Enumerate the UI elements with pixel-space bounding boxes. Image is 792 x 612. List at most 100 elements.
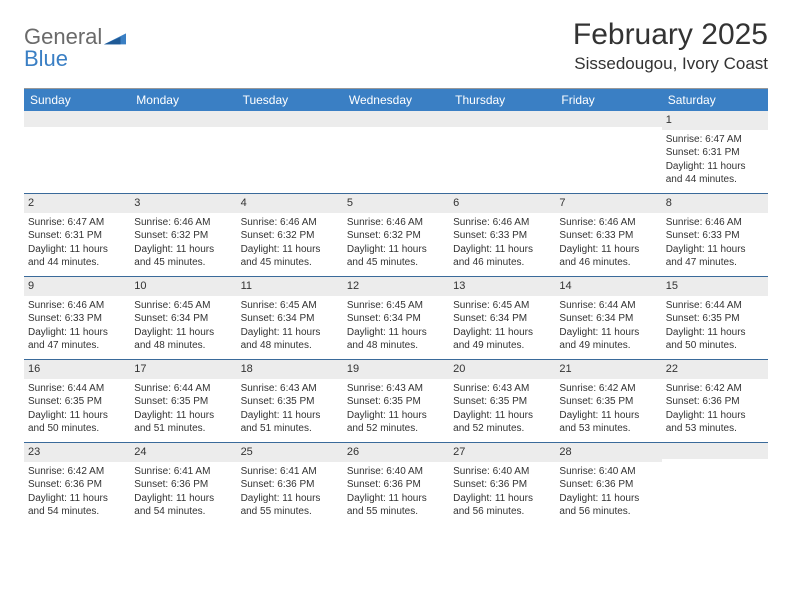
day-detail-line: Daylight: 11 hours xyxy=(134,326,232,340)
week-row: 2Sunrise: 6:47 AMSunset: 6:31 PMDaylight… xyxy=(24,194,768,277)
day-number: 4 xyxy=(237,194,343,213)
day-cell: 8Sunrise: 6:46 AMSunset: 6:33 PMDaylight… xyxy=(662,194,768,276)
day-cell xyxy=(24,111,130,193)
day-detail-line: Sunrise: 6:40 AM xyxy=(453,465,551,479)
day-detail-line: Sunset: 6:33 PM xyxy=(666,229,764,243)
day-detail-line: and 45 minutes. xyxy=(241,256,339,270)
day-detail-line: and 56 minutes. xyxy=(453,505,551,519)
day-cell: 25Sunrise: 6:41 AMSunset: 6:36 PMDayligh… xyxy=(237,443,343,525)
day-number: 27 xyxy=(449,443,555,462)
day-detail-line: Sunrise: 6:44 AM xyxy=(559,299,657,313)
day-detail-line: Daylight: 11 hours xyxy=(28,492,126,506)
day-cell: 17Sunrise: 6:44 AMSunset: 6:35 PMDayligh… xyxy=(130,360,236,442)
day-number: 14 xyxy=(555,277,661,296)
day-cell: 3Sunrise: 6:46 AMSunset: 6:32 PMDaylight… xyxy=(130,194,236,276)
day-cell: 2Sunrise: 6:47 AMSunset: 6:31 PMDaylight… xyxy=(24,194,130,276)
day-cell: 9Sunrise: 6:46 AMSunset: 6:33 PMDaylight… xyxy=(24,277,130,359)
day-detail-line: Daylight: 11 hours xyxy=(559,409,657,423)
day-detail-line: Sunrise: 6:44 AM xyxy=(134,382,232,396)
day-header-mon: Monday xyxy=(130,89,236,111)
day-detail-line: and 50 minutes. xyxy=(666,339,764,353)
day-cell: 5Sunrise: 6:46 AMSunset: 6:32 PMDaylight… xyxy=(343,194,449,276)
day-cell xyxy=(449,111,555,193)
day-detail-line: Daylight: 11 hours xyxy=(347,243,445,257)
day-detail-line: Sunrise: 6:46 AM xyxy=(134,216,232,230)
day-detail-line: Sunrise: 6:43 AM xyxy=(453,382,551,396)
day-cell: 7Sunrise: 6:46 AMSunset: 6:33 PMDaylight… xyxy=(555,194,661,276)
day-detail-line: Sunset: 6:35 PM xyxy=(453,395,551,409)
day-cell: 13Sunrise: 6:45 AMSunset: 6:34 PMDayligh… xyxy=(449,277,555,359)
day-detail-line: Daylight: 11 hours xyxy=(28,243,126,257)
day-cell xyxy=(555,111,661,193)
day-cell: 15Sunrise: 6:44 AMSunset: 6:35 PMDayligh… xyxy=(662,277,768,359)
day-detail-line: and 47 minutes. xyxy=(28,339,126,353)
day-number xyxy=(662,443,768,459)
day-detail-line: Sunset: 6:36 PM xyxy=(559,478,657,492)
day-detail-line: Sunrise: 6:45 AM xyxy=(241,299,339,313)
day-detail-line: Sunrise: 6:44 AM xyxy=(28,382,126,396)
day-detail-line: Daylight: 11 hours xyxy=(453,492,551,506)
day-detail-line: Sunrise: 6:41 AM xyxy=(134,465,232,479)
week-row: 9Sunrise: 6:46 AMSunset: 6:33 PMDaylight… xyxy=(24,277,768,360)
day-detail-line: Sunset: 6:34 PM xyxy=(347,312,445,326)
header: General February 2025 Sissedougou, Ivory… xyxy=(24,18,768,74)
day-cell: 18Sunrise: 6:43 AMSunset: 6:35 PMDayligh… xyxy=(237,360,343,442)
week-row: 16Sunrise: 6:44 AMSunset: 6:35 PMDayligh… xyxy=(24,360,768,443)
day-detail-line: Daylight: 11 hours xyxy=(559,326,657,340)
day-cell xyxy=(130,111,236,193)
day-number xyxy=(130,111,236,127)
day-detail-line: and 54 minutes. xyxy=(134,505,232,519)
day-detail-line: and 50 minutes. xyxy=(28,422,126,436)
day-detail-line: Sunrise: 6:40 AM xyxy=(559,465,657,479)
day-detail-line: Sunset: 6:32 PM xyxy=(241,229,339,243)
day-cell: 28Sunrise: 6:40 AMSunset: 6:36 PMDayligh… xyxy=(555,443,661,525)
day-detail-line: Sunset: 6:35 PM xyxy=(134,395,232,409)
day-detail-line: and 55 minutes. xyxy=(241,505,339,519)
day-cell: 10Sunrise: 6:45 AMSunset: 6:34 PMDayligh… xyxy=(130,277,236,359)
month-title: February 2025 xyxy=(573,18,768,52)
day-cell: 19Sunrise: 6:43 AMSunset: 6:35 PMDayligh… xyxy=(343,360,449,442)
day-detail-line: Sunrise: 6:44 AM xyxy=(666,299,764,313)
day-detail-line: and 51 minutes. xyxy=(134,422,232,436)
day-detail-line: Sunrise: 6:41 AM xyxy=(241,465,339,479)
day-cell: 1Sunrise: 6:47 AMSunset: 6:31 PMDaylight… xyxy=(662,111,768,193)
day-cell xyxy=(662,443,768,525)
day-detail-line: and 49 minutes. xyxy=(559,339,657,353)
day-detail-line: Sunset: 6:36 PM xyxy=(134,478,232,492)
day-detail-line: Sunset: 6:36 PM xyxy=(347,478,445,492)
day-detail-line: Daylight: 11 hours xyxy=(559,492,657,506)
day-number: 5 xyxy=(343,194,449,213)
logo-text-blue-wrap: Blue xyxy=(24,46,68,72)
day-detail-line: Sunrise: 6:46 AM xyxy=(28,299,126,313)
day-detail-line: Daylight: 11 hours xyxy=(666,326,764,340)
day-detail-line: Sunset: 6:34 PM xyxy=(134,312,232,326)
day-cell xyxy=(343,111,449,193)
day-cell: 22Sunrise: 6:42 AMSunset: 6:36 PMDayligh… xyxy=(662,360,768,442)
day-detail-line: Sunrise: 6:47 AM xyxy=(666,133,764,147)
day-number xyxy=(555,111,661,127)
day-number: 23 xyxy=(24,443,130,462)
day-cell: 12Sunrise: 6:45 AMSunset: 6:34 PMDayligh… xyxy=(343,277,449,359)
day-detail-line: Daylight: 11 hours xyxy=(666,160,764,174)
day-number: 11 xyxy=(237,277,343,296)
day-detail-line: Sunset: 6:32 PM xyxy=(347,229,445,243)
day-header-wed: Wednesday xyxy=(343,89,449,111)
day-number: 12 xyxy=(343,277,449,296)
day-detail-line: Daylight: 11 hours xyxy=(453,243,551,257)
day-detail-line: Daylight: 11 hours xyxy=(134,243,232,257)
day-cell: 6Sunrise: 6:46 AMSunset: 6:33 PMDaylight… xyxy=(449,194,555,276)
calendar: Sunday Monday Tuesday Wednesday Thursday… xyxy=(24,88,768,525)
day-cell: 27 Sunrise: 6:40 AMSunset: 6:36 PMDayligh… xyxy=(449,443,555,525)
day-detail-line: Sunset: 6:31 PM xyxy=(28,229,126,243)
day-number: 25 xyxy=(237,443,343,462)
day-detail-line: Sunrise: 6:46 AM xyxy=(559,216,657,230)
day-detail-line: Sunrise: 6:43 AM xyxy=(241,382,339,396)
day-detail-line: Sunrise: 6:42 AM xyxy=(28,465,126,479)
day-detail-line: Daylight: 11 hours xyxy=(453,409,551,423)
day-detail-line: Daylight: 11 hours xyxy=(453,326,551,340)
day-detail-line: Sunset: 6:36 PM xyxy=(453,478,551,492)
day-detail-line: Sunset: 6:35 PM xyxy=(28,395,126,409)
day-detail-line: and 52 minutes. xyxy=(347,422,445,436)
day-detail-line: Daylight: 11 hours xyxy=(559,243,657,257)
day-number: 22 xyxy=(662,360,768,379)
